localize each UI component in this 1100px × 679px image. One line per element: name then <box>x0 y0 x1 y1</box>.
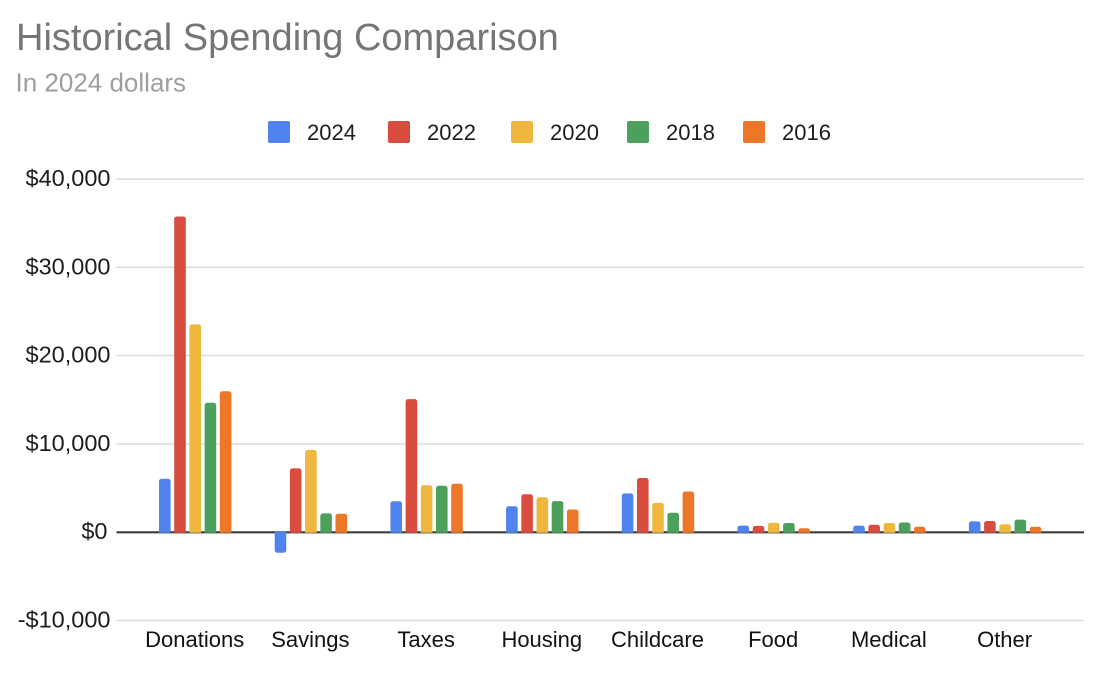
svg-text:-$10,000: -$10,000 <box>18 607 111 633</box>
svg-text:Food: Food <box>748 627 798 652</box>
svg-text:Housing: Housing <box>501 627 582 652</box>
svg-text:$0: $0 <box>81 518 107 544</box>
svg-text:$10,000: $10,000 <box>26 430 111 456</box>
svg-text:2024: 2024 <box>307 120 356 145</box>
svg-text:Donations: Donations <box>145 627 244 652</box>
svg-text:Medical: Medical <box>851 627 927 652</box>
svg-text:Historical Spending Comparison: Historical Spending Comparison <box>16 17 559 59</box>
svg-text:$40,000: $40,000 <box>26 165 111 191</box>
svg-text:Childcare: Childcare <box>611 627 704 652</box>
svg-text:Other: Other <box>977 627 1032 652</box>
svg-text:$20,000: $20,000 <box>26 342 111 368</box>
svg-text:Taxes: Taxes <box>397 627 454 652</box>
svg-text:$30,000: $30,000 <box>26 253 111 279</box>
svg-text:2016: 2016 <box>782 120 831 145</box>
svg-text:2022: 2022 <box>427 120 476 145</box>
svg-text:2020: 2020 <box>550 120 599 145</box>
svg-text:2018: 2018 <box>666 120 715 145</box>
svg-text:Savings: Savings <box>271 627 349 652</box>
svg-text:In 2024 dollars: In 2024 dollars <box>16 68 187 98</box>
